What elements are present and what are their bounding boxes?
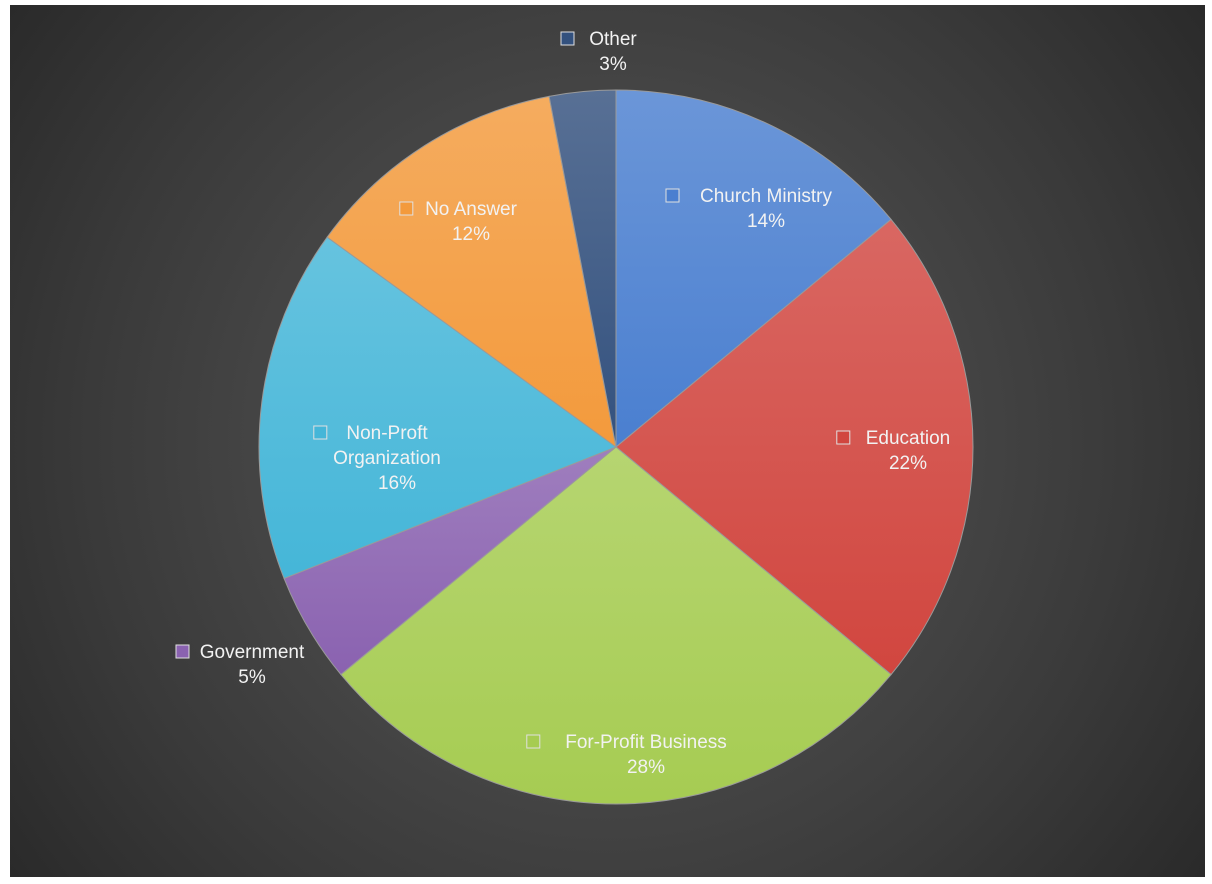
legend-key-icon <box>399 201 414 216</box>
pie-slices <box>258 89 974 805</box>
legend-key-icon <box>560 31 575 46</box>
pie-slice-no-answer <box>326 95 617 449</box>
category-label: Organization <box>333 448 441 469</box>
data-label-church-ministry: Church Ministry 14% <box>665 186 832 232</box>
pie-slice-other <box>548 89 617 448</box>
data-label-non-proft-organization: Non-Proft Organization 16% <box>313 423 441 494</box>
chart-area: Church Ministry 14% Education 22% For-Profit… <box>10 5 1205 877</box>
data-label-for-profit-business: For-Profit Business 28% <box>526 732 727 778</box>
pie-slice-church-ministry <box>615 89 892 449</box>
data-label-no-answer: No Answer 12% <box>399 199 518 245</box>
pie-chart: Church Ministry 14% Education 22% For-Profit… <box>175 29 974 805</box>
value-label: 3% <box>599 54 627 75</box>
pie-slice-for-profit-business <box>340 446 892 805</box>
value-label: 5% <box>238 667 266 688</box>
data-label-education: Education 22% <box>836 428 951 474</box>
value-label: 14% <box>747 211 785 232</box>
value-label: 28% <box>627 757 665 778</box>
category-label: Education <box>866 428 951 449</box>
category-label: Church Ministry <box>700 186 832 207</box>
category-label: Other <box>589 29 637 50</box>
legend-key-icon <box>526 734 541 749</box>
legend-key-icon <box>313 425 328 440</box>
value-label: 16% <box>378 473 416 494</box>
category-label: For-Profit Business <box>565 732 727 753</box>
legend-key-icon <box>665 188 680 203</box>
category-label: Non-Proft <box>346 423 428 444</box>
pie-slice-education <box>615 218 974 676</box>
value-label: 22% <box>889 453 927 474</box>
data-label-government: Government 5% <box>175 642 305 688</box>
category-label: No Answer <box>425 199 518 220</box>
pie-labels: Church Ministry 14% Education 22% For-Profit… <box>175 29 951 778</box>
legend-key-icon <box>175 644 190 659</box>
pie-slice-non-proft-organization <box>258 236 618 580</box>
legend-key-icon <box>836 430 851 445</box>
category-label: Government <box>200 642 305 663</box>
value-label: 12% <box>452 224 490 245</box>
data-label-other: Other 3% <box>560 29 637 75</box>
